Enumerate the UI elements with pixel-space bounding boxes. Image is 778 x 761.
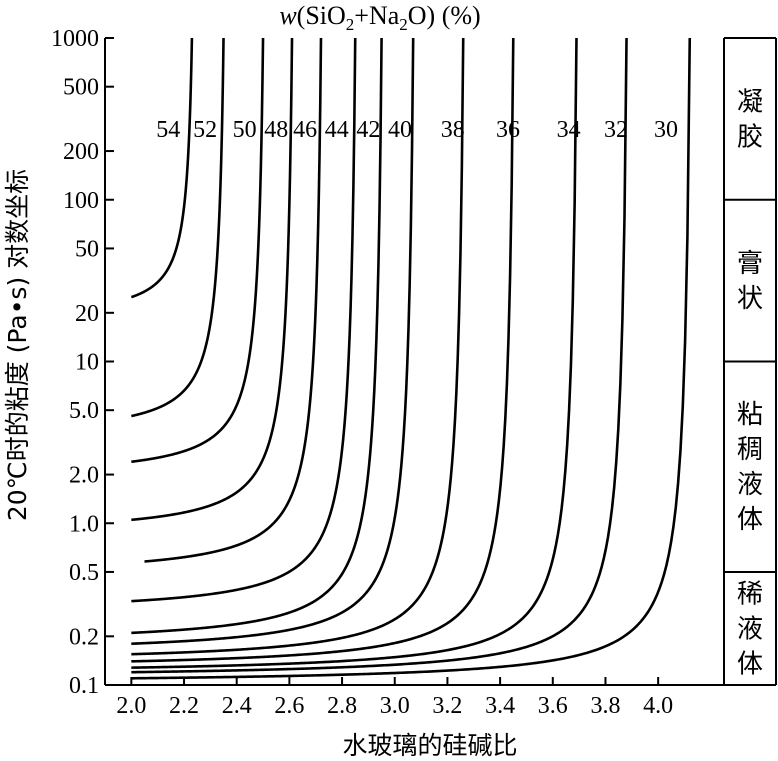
series-label-54: 54 (156, 117, 180, 143)
series-curve-32 (131, 37, 628, 674)
series-curve-52 (131, 37, 225, 418)
y-tick-label: 1.0 (69, 511, 99, 537)
series-label-44: 44 (325, 117, 349, 143)
series-curve-36 (131, 37, 515, 663)
x-tick-label: 3.4 (485, 693, 515, 719)
x-tick-label: 2.6 (274, 693, 304, 719)
x-tick-label: 4.0 (643, 693, 673, 719)
series-curve-40 (131, 37, 415, 646)
series-curve-38 (131, 37, 465, 656)
y-tick-label: 0.5 (69, 560, 99, 586)
y-axis: 0.1 0.2 0.5 1.0 2.0 5.0 10 20 50 100 200 500 1000 (51, 26, 114, 699)
y-tick-label: 50 (75, 236, 99, 262)
series-label-32: 32 (604, 117, 628, 143)
series-curve-30 (131, 37, 692, 680)
series-label-50: 50 (233, 117, 257, 143)
y-tick-label: 20 (75, 301, 99, 327)
x-tick-label: 2.8 (327, 693, 357, 719)
series-label-52: 52 (193, 117, 217, 143)
series-label-48: 48 (264, 117, 288, 143)
series-curves (130, 37, 692, 680)
x-tick-label: 3.8 (590, 693, 620, 719)
x-tick-label: 3.2 (432, 693, 462, 719)
x-tick-label: 3.0 (380, 693, 410, 719)
series-label-42: 42 (356, 117, 380, 143)
region-label: 膏状 (737, 249, 763, 314)
y-tick-label: 1000 (51, 26, 99, 52)
series-curve-50 (131, 37, 265, 464)
series-label-46: 46 (293, 117, 317, 143)
region-label: 粘稠液体 (737, 400, 763, 535)
series-label-36: 36 (496, 117, 520, 143)
series-labels: 54 52 50 48 46 44 42 40 38 36 34 32 30 (156, 117, 678, 143)
series-curve-44 (131, 37, 357, 603)
series-label-30: 30 (654, 117, 678, 143)
series-curve-54 (130, 37, 194, 299)
series-curve-42 (131, 37, 383, 635)
series-label-38: 38 (441, 117, 465, 143)
region-label: 稀液体 (737, 579, 763, 679)
x-tick-label: 2.2 (169, 693, 199, 719)
y-tick-label: 0.1 (69, 673, 99, 699)
x-tick-label: 3.6 (538, 693, 568, 719)
y-tick-label: 10 (75, 350, 99, 376)
region-label: 凝胶 (737, 87, 763, 152)
series-curve-46 (144, 37, 323, 563)
y-tick-label: 0.2 (69, 624, 99, 650)
series-label-40: 40 (388, 117, 412, 143)
y-tick-label: 200 (63, 139, 99, 165)
x-tick-label: 2.4 (222, 693, 252, 719)
x-axis-title: 水玻璃的硅碱比 (342, 731, 517, 760)
series-label-34: 34 (557, 117, 581, 143)
series-curve-48 (131, 37, 294, 522)
y-tick-label: 100 (63, 188, 99, 214)
y-tick-label: 5.0 (69, 398, 99, 424)
x-tick-label: 2.0 (116, 693, 146, 719)
series-curve-34 (131, 37, 578, 669)
y-tick-label: 500 (63, 75, 99, 101)
y-axis-title: 20℃时的粘度 (Pa•s) 对数坐标 (3, 169, 32, 521)
chart-title: w(SiO2+Na2O) (%) (279, 1, 480, 34)
y-tick-label: 2.0 (69, 463, 99, 489)
x-axis: 2.0 2.2 2.4 2.6 2.8 3.0 3.2 3.4 3.6 3.8 4.0 (116, 677, 673, 719)
